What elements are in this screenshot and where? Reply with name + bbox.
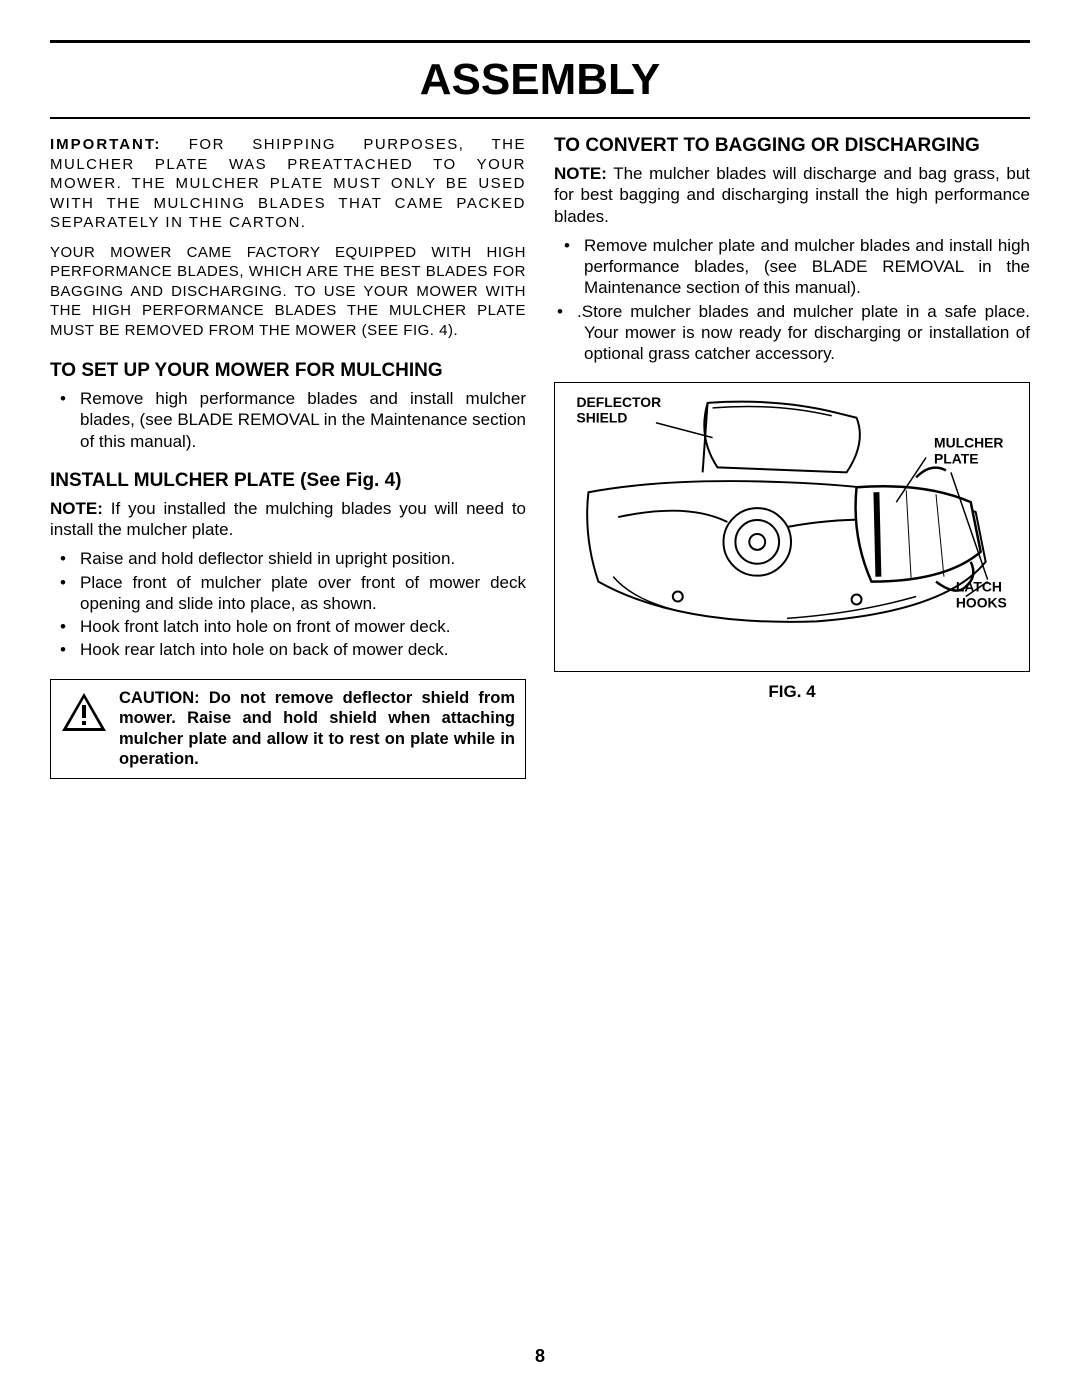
bullets-install-plate: Raise and hold deflector shield in uprig… [50, 548, 526, 660]
list-item: Remove high performance blades and insta… [50, 388, 526, 452]
list-item-text: Store mulcher blades and mulcher plate i… [582, 302, 1030, 364]
list-item: Hook rear latch into hole on back of mow… [50, 639, 526, 660]
warning-icon [61, 692, 107, 732]
heading-setup-mulching: TO SET UP YOUR MOWER FOR MULCHING [50, 360, 526, 382]
note-label: NOTE: [554, 164, 607, 183]
note-install-plate: NOTE: If you installed the mulching blad… [50, 498, 526, 541]
figure-caption: FIG. 4 [554, 682, 1030, 702]
right-column: TO CONVERT TO BAGGING OR DISCHARGING NOT… [554, 135, 1030, 779]
factory-paragraph: YOUR MOWER CAME FACTORY EQUIPPED WITH HI… [50, 243, 526, 341]
note-text: The mulcher blades will discharge and ba… [554, 164, 1030, 226]
list-item: Hook front latch into hole on front of m… [50, 616, 526, 637]
important-paragraph: IMPORTANT: FOR SHIPPING PURPOSES, THE MU… [50, 135, 526, 233]
note-label: NOTE: [50, 499, 103, 518]
label-deflector-2: SHIELD [576, 410, 627, 426]
figure-drawing: DEFLECTOR SHIELD MULCHER PLATE LATCH HOO… [555, 383, 1029, 671]
note-convert: NOTE: The mulcher blades will discharge … [554, 163, 1030, 227]
content-columns: IMPORTANT: FOR SHIPPING PURPOSES, THE MU… [50, 135, 1030, 779]
page-title: ASSEMBLY [50, 55, 1030, 105]
heading-convert-bagging: TO CONVERT TO BAGGING OR DISCHARGING [554, 135, 1030, 157]
bullets-convert: Remove mulcher plate and mulcher blades … [554, 235, 1030, 365]
caution-box: CAUTION: Do not remove deflector shield … [50, 679, 526, 780]
list-item: Place front of mulcher plate over front … [50, 572, 526, 615]
important-label: IMPORTANT: [50, 136, 161, 153]
bullets-setup-mulching: Remove high performance blades and insta… [50, 388, 526, 452]
list-item: .Store mulcher blades and mulcher plate … [554, 301, 1030, 365]
page-number: 8 [0, 1346, 1080, 1367]
note-text: If you installed the mulching blades you… [50, 499, 526, 539]
rule-top [50, 40, 1030, 43]
heading-install-plate: INSTALL MULCHER PLATE (See Fig. 4) [50, 470, 526, 492]
label-mulcher-2: PLATE [934, 451, 979, 467]
rule-under-title [50, 117, 1030, 119]
list-item: Remove mulcher plate and mulcher blades … [554, 235, 1030, 299]
label-deflector-1: DEFLECTOR [576, 394, 661, 410]
label-mulcher-1: MULCHER [934, 435, 1003, 451]
figure-4: DEFLECTOR SHIELD MULCHER PLATE LATCH HOO… [554, 382, 1030, 672]
label-latch-2: HOOKS [956, 595, 1007, 611]
caution-text: CAUTION: Do not remove deflector shield … [119, 688, 515, 771]
left-column: IMPORTANT: FOR SHIPPING PURPOSES, THE MU… [50, 135, 526, 779]
list-item: Raise and hold deflector shield in uprig… [50, 548, 526, 569]
label-latch-1: LATCH [956, 579, 1002, 595]
